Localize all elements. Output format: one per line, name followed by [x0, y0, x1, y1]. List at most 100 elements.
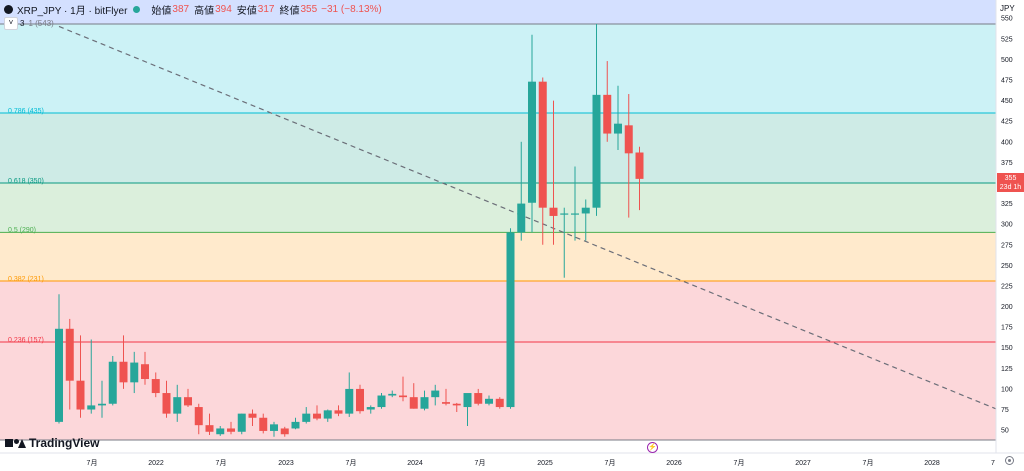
candle-body: [151, 379, 160, 394]
fib-level-label: 0.236 (157): [8, 336, 44, 344]
candle-body: [581, 207, 590, 214]
candle-body: [248, 413, 257, 418]
candle-body: [205, 425, 214, 432]
candle-body: [474, 393, 483, 404]
price-tick-label: 550: [1001, 16, 1013, 23]
candle-body: [323, 410, 332, 419]
fib-band: [0, 112, 996, 183]
candle-body: [377, 395, 386, 408]
candle-body: [334, 410, 343, 414]
high-label: 高値: [194, 5, 215, 17]
candle-body: [506, 232, 515, 408]
price-axis: [996, 0, 1024, 471]
candle-body: [65, 328, 74, 381]
price-axis-currency: JPY: [1000, 4, 1015, 13]
price-tick-label: 425: [1001, 119, 1013, 126]
candle-body: [528, 81, 536, 203]
candle-body: [603, 94, 612, 134]
time-tick-label: 7: [991, 460, 995, 467]
candle-body: [356, 388, 364, 412]
fib-band: [0, 232, 996, 282]
candle-body: [291, 421, 300, 429]
indicator-toggle-button[interactable]: ˅: [4, 16, 18, 30]
candle-body: [313, 413, 321, 419]
fib-band-top: [0, 0, 996, 24]
change-value: −31 (−8.13%): [321, 3, 382, 15]
time-tick-label: 7月: [87, 459, 98, 467]
settings-gear-icon[interactable]: [1005, 456, 1014, 465]
time-tick-label: 2027: [795, 460, 811, 467]
candle-body: [162, 393, 171, 414]
price-tick-label: 225: [1001, 283, 1013, 290]
time-tick-label: 7月: [605, 459, 616, 467]
candle-body: [87, 405, 96, 410]
price-tick-label: 250: [1001, 263, 1013, 270]
fib-level-label: 0.786 (435): [8, 107, 44, 115]
candle-body: [345, 388, 354, 414]
candle-body: [216, 428, 225, 435]
candle-body: [141, 364, 149, 380]
time-tick-label: 7月: [734, 459, 745, 467]
fib-level-label: 0.382 (231): [8, 276, 44, 283]
time-tick-label: 2023: [278, 460, 294, 467]
price-tick-label: 75: [1001, 407, 1009, 414]
price-tick-label: 125: [1001, 366, 1013, 373]
flash-event-icon[interactable]: ⚡: [647, 442, 658, 453]
last-price-value: 355: [1004, 175, 1017, 182]
time-tick-label: 2026: [666, 460, 682, 467]
candle-body: [495, 398, 504, 408]
price-tick-label: 500: [1001, 57, 1013, 64]
chart-header: XRP_JPY · 1月 · bitFlyer 始値 387 高値 394 安値…: [4, 2, 382, 17]
candle-body: [452, 403, 461, 406]
price-tick-label: 200: [1001, 304, 1013, 311]
candle-body: [227, 428, 235, 432]
tradingview-logo-icon: [5, 438, 26, 448]
fib-band: [0, 341, 996, 440]
candle-body: [98, 403, 106, 406]
indicator-count[interactable]: 3: [20, 18, 25, 28]
tradingview-logo[interactable]: TradingView: [5, 436, 99, 450]
candle-body: [571, 213, 579, 215]
fib-band: [0, 281, 996, 342]
price-tick-label: 175: [1001, 325, 1013, 332]
low-value: 317: [257, 3, 275, 15]
time-tick-label: 2028: [924, 460, 940, 467]
price-tick-label: 325: [1001, 201, 1013, 208]
candle-body: [388, 393, 397, 396]
price-tick-label: 100: [1001, 386, 1013, 393]
price-tick-label: 50: [1001, 428, 1009, 435]
price-tick-label: 450: [1001, 98, 1013, 105]
candle-body: [592, 94, 601, 208]
candle-body: [560, 213, 569, 215]
candle-body: [463, 393, 472, 408]
candle-body: [76, 380, 85, 410]
candle-body: [635, 152, 644, 179]
high-value: 394: [215, 3, 232, 15]
fib-level-label: 0.618 (350): [8, 177, 44, 185]
indicator-label[interactable]: 1 (543): [28, 18, 54, 28]
symbol-title[interactable]: XRP_JPY · 1月 · bitFlyer: [17, 5, 128, 17]
time-tick-label: 7月: [346, 459, 357, 467]
price-tick-label: 300: [1001, 222, 1013, 229]
candle-body: [55, 328, 63, 422]
price-tick-label: 275: [1001, 242, 1013, 249]
candle-body: [366, 407, 375, 410]
candle-body: [280, 428, 289, 435]
price-tick-label: 375: [1001, 160, 1013, 167]
price-tick-label: 475: [1001, 78, 1013, 85]
candle-body: [184, 397, 192, 406]
last-price-tag: 355 23d 1h: [997, 173, 1024, 192]
fib-band: [0, 182, 996, 233]
fib-level-label: 0.5 (290): [8, 227, 37, 235]
candle-body: [237, 413, 246, 432]
close-label: 終値: [279, 5, 300, 17]
candle-body: [549, 207, 558, 216]
candle-body: [194, 407, 203, 426]
open-value: 387: [172, 3, 190, 15]
time-tick-label: 7月: [216, 459, 227, 467]
indicator-row: ˅ 3 1 (543): [4, 16, 54, 30]
candle-body: [108, 361, 117, 404]
symbol-icon: [4, 4, 13, 14]
price-tick-label: 525: [1001, 36, 1013, 43]
